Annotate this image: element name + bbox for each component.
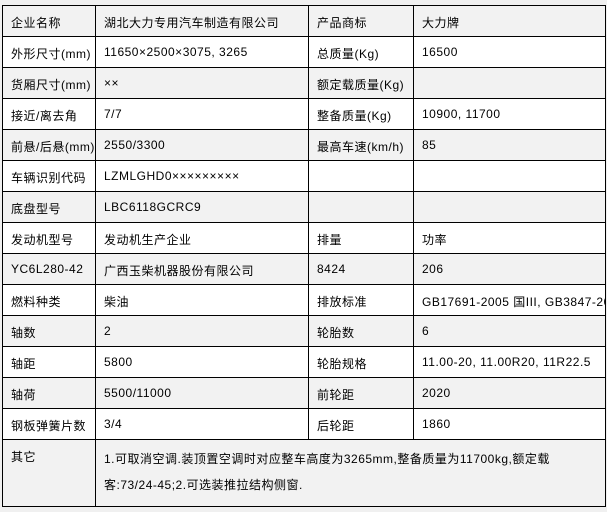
spec-label-cell: 整备质量(Kg): [308, 98, 414, 130]
spec-value-cell: 206: [413, 253, 606, 285]
spec-value-cell: GB17691-2005 国III, GB3847-2005: [413, 284, 606, 316]
spec-value-cell: [413, 67, 606, 99]
spec-label-cell: [308, 191, 414, 223]
spec-label-cell: 最高车速(km/h): [308, 129, 414, 161]
spec-value-cell: 大力牌: [413, 5, 606, 37]
spec-value-cell: 6: [413, 315, 606, 347]
spec-value-cell: 10900, 11700: [413, 98, 606, 130]
spec-label-cell: 轴数: [2, 315, 96, 347]
table-row: 接近/离去角 7/7 整备质量(Kg) 10900, 11700: [2, 98, 606, 130]
spec-label-cell: 轴荷: [2, 377, 96, 409]
table-row: 轴荷 5500/11000 前轮距 2020: [2, 377, 606, 409]
table-row: 燃料种类 柴油 排放标准 GB17691-2005 国III, GB3847-2…: [2, 284, 606, 316]
spec-label-cell: 底盘型号: [2, 191, 96, 223]
spec-label-cell: 前轮距: [308, 377, 414, 409]
spec-value-cell: 1860: [413, 408, 606, 440]
spec-label-cell: 排放标准: [308, 284, 414, 316]
spec-label-cell: 8424: [308, 253, 414, 285]
spec-value-cell: [413, 160, 606, 192]
spec-value-cell: 柴油: [95, 284, 309, 316]
spec-label-cell: 前悬/后悬(mm): [2, 129, 96, 161]
spec-label-cell: 后轮距: [308, 408, 414, 440]
table-row: 底盘型号 LBC6118GCRC9: [2, 191, 606, 223]
table-row-other: 其它 1.可取消空调.装顶置空调时对应整车高度为3265mm,整备质量为1170…: [2, 439, 606, 507]
spec-label-cell: 排量: [308, 222, 414, 254]
spec-label-cell: 货厢尺寸(mm): [2, 67, 96, 99]
spec-value-cell: LZMLGHD0×××××××××: [95, 160, 309, 192]
spec-value-cell: 2020: [413, 377, 606, 409]
spec-label-cell: 外形尺寸(mm): [2, 36, 96, 68]
table-row: 轴距 5800 轮胎规格 11.00-20, 11.00R20, 11R22.5: [2, 346, 606, 378]
spec-value-cell: 功率: [413, 222, 606, 254]
table-row: 钢板弹簧片数 3/4 后轮距 1860: [2, 408, 606, 440]
table-row: 轴数 2 轮胎数 6: [2, 315, 606, 347]
spec-label-cell: 总质量(Kg): [308, 36, 414, 68]
table-row: 货厢尺寸(mm) ×× 额定载质量(Kg): [2, 67, 606, 99]
spec-label-cell: 接近/离去角: [2, 98, 96, 130]
spec-label-cell: 其它: [2, 439, 96, 507]
spec-label-cell: 轮胎规格: [308, 346, 414, 378]
spec-value-cell: 5500/11000: [95, 377, 309, 409]
spec-label-cell: YC6L280-42: [2, 253, 96, 285]
spec-label-cell: 企业名称: [2, 5, 96, 37]
table-row: 发动机型号 发动机生产企业 排量 功率: [2, 222, 606, 254]
spec-value-cell: 2: [95, 315, 309, 347]
spec-value-cell: 11650×2500×3075, 3265: [95, 36, 309, 68]
spec-value-cell: 2550/3300: [95, 129, 309, 161]
spec-value-cell: 湖北大力专用汽车制造有限公司: [95, 5, 309, 37]
spec-value-cell: 7/7: [95, 98, 309, 130]
table-row: 前悬/后悬(mm) 2550/3300 最高车速(km/h) 85: [2, 129, 606, 161]
spec-label-cell: 发动机型号: [2, 222, 96, 254]
table-row: YC6L280-42 广西玉柴机器股份有限公司 8424 206: [2, 253, 606, 285]
spec-value-cell: LBC6118GCRC9: [95, 191, 309, 223]
spec-value-cell: 发动机生产企业: [95, 222, 309, 254]
spec-label-cell: 钢板弹簧片数: [2, 408, 96, 440]
spec-value-cell: 85: [413, 129, 606, 161]
spec-value-cell: 11.00-20, 11.00R20, 11R22.5: [413, 346, 606, 378]
spec-label-cell: 轮胎数: [308, 315, 414, 347]
spec-value-cell: 16500: [413, 36, 606, 68]
spec-other-value-cell: 1.可取消空调.装顶置空调时对应整车高度为3265mm,整备质量为11700kg…: [95, 439, 606, 507]
table-row: 外形尺寸(mm) 11650×2500×3075, 3265 总质量(Kg) 1…: [2, 36, 606, 68]
spec-value-cell: 3/4: [95, 408, 309, 440]
spec-label-cell: 额定载质量(Kg): [308, 67, 414, 99]
spec-value-cell: 5800: [95, 346, 309, 378]
spec-label-cell: 燃料种类: [2, 284, 96, 316]
spec-value-cell: 广西玉柴机器股份有限公司: [95, 253, 309, 285]
spec-label-cell: 轴距: [2, 346, 96, 378]
spec-label-cell: 产品商标: [308, 5, 414, 37]
spec-value-cell: [413, 191, 606, 223]
table-row: 企业名称 湖北大力专用汽车制造有限公司 产品商标 大力牌: [2, 5, 606, 37]
spec-label-cell: 车辆识别代码: [2, 160, 96, 192]
vehicle-spec-table: 企业名称 湖北大力专用汽车制造有限公司 产品商标 大力牌 外形尺寸(mm) 11…: [2, 5, 606, 507]
spec-value-cell: ××: [95, 67, 309, 99]
table-row: 车辆识别代码 LZMLGHD0×××××××××: [2, 160, 606, 192]
spec-label-cell: [308, 160, 414, 192]
